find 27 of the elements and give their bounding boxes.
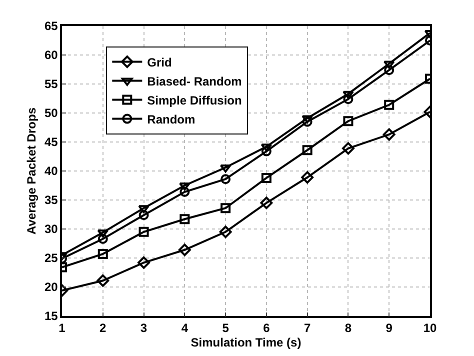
x-tick-label: 10 [423,321,437,336]
x-tick-label: 8 [344,321,352,336]
x-tick-label: 6 [263,321,270,336]
x-tick-label: 3 [140,321,148,336]
x-tick-label: 9 [386,321,393,336]
y-tick-label: 35 [44,193,58,208]
y-tick-label: 30 [44,222,58,236]
y-tick-label: 40 [44,164,58,178]
x-tick-label: 2 [100,321,107,336]
y-tick-label: 65 [44,19,58,34]
y-axis-title: Average Packet Drops [24,107,38,234]
y-tick-label: 20 [44,280,58,294]
y-tick-label: 25 [44,251,58,266]
y-tick-label: 45 [44,135,58,150]
y-tick-label: 50 [44,106,58,120]
legend-label: Grid [147,55,172,70]
x-tick-label: 5 [222,321,230,336]
y-tick-label: 55 [44,77,58,92]
x-tick-label: 4 [181,321,188,336]
y-tick-label: 60 [44,48,58,62]
legend-label: Random [147,112,196,126]
x-axis-title: Simulation Time (s) [190,336,302,350]
y-tick-label: 15 [44,309,58,324]
legend-label: Simple Diffusion [147,93,242,108]
legend-label: Biased- Random [147,74,242,88]
x-tick-label: 1 [58,321,66,336]
x-tick-label: 7 [304,321,311,336]
